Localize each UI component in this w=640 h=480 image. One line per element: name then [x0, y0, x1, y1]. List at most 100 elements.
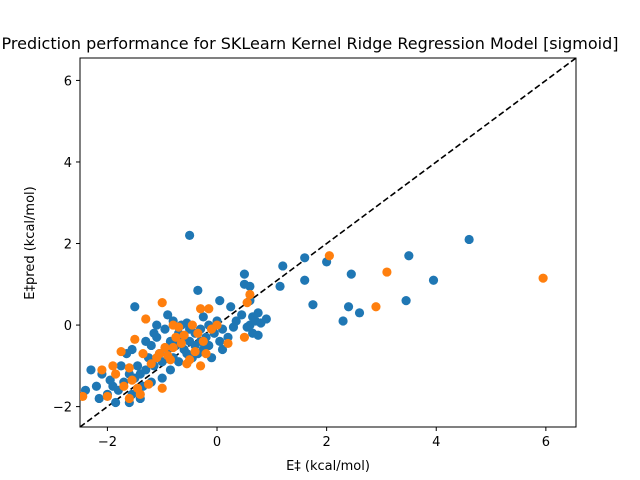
scatter-points — [80, 230, 548, 408]
data-point-series-2 — [193, 328, 203, 338]
data-point-series-2 — [160, 342, 170, 353]
data-point-series-1 — [116, 361, 126, 371]
data-point-series-1 — [253, 330, 263, 340]
data-point-series-1 — [237, 310, 247, 320]
data-point-series-2 — [138, 349, 148, 359]
data-point-series-2 — [108, 361, 118, 371]
data-point-series-2 — [171, 332, 181, 342]
data-point-series-1 — [163, 310, 173, 320]
data-point-series-2 — [182, 359, 192, 369]
x-tick-label: −2 — [98, 435, 117, 450]
data-point-series-1 — [111, 397, 121, 408]
chart-title: Prediction performance for SKLearn Kerne… — [2, 34, 619, 53]
data-point-series-1 — [231, 316, 241, 326]
data-point-series-1 — [94, 393, 104, 404]
data-point-series-1 — [198, 312, 208, 322]
data-point-series-2 — [242, 298, 252, 308]
data-point-series-1 — [226, 302, 236, 312]
data-point-series-1 — [300, 253, 310, 263]
data-point-series-2 — [80, 391, 88, 402]
data-point-series-1 — [86, 365, 96, 375]
data-point-series-1 — [338, 316, 348, 326]
x-tick-label: 0 — [213, 435, 221, 450]
data-point-series-1 — [278, 261, 288, 271]
x-tick-label: 2 — [322, 435, 330, 450]
data-point-series-2 — [97, 365, 107, 375]
data-point-series-1 — [141, 365, 151, 375]
data-point-series-1 — [193, 285, 203, 296]
y-axis-label: E‡pred (kcal/mol) — [23, 186, 38, 299]
data-point-series-1 — [132, 361, 143, 371]
data-point-series-1 — [253, 308, 263, 318]
data-point-series-2 — [102, 391, 113, 402]
data-point-series-1 — [130, 302, 140, 312]
data-point-series-2 — [371, 302, 381, 312]
data-point-series-2 — [179, 330, 189, 340]
y-tick-label: 4 — [64, 156, 72, 171]
data-point-series-2 — [154, 349, 165, 359]
data-point-series-1 — [215, 296, 225, 306]
data-point-series-2 — [538, 273, 548, 283]
x-tick-label: 6 — [542, 435, 550, 450]
data-point-series-1 — [157, 373, 167, 383]
data-point-series-2 — [198, 336, 208, 346]
data-point-series-2 — [195, 304, 206, 314]
data-point-series-2 — [168, 320, 178, 330]
y-tick-label: 0 — [64, 319, 72, 334]
data-point-series-1 — [141, 336, 151, 346]
data-point-series-2 — [195, 361, 206, 371]
x-tick-label: 4 — [432, 435, 440, 450]
data-point-series-2 — [187, 320, 197, 330]
data-point-series-1 — [127, 344, 137, 355]
x-axis-label: E‡ (kcal/mol) — [286, 459, 370, 474]
y-tick-label: 6 — [64, 74, 72, 89]
y-tick-label: 2 — [64, 238, 72, 253]
data-point-series-1 — [428, 275, 439, 285]
data-point-series-1 — [165, 365, 176, 375]
data-point-series-2 — [223, 338, 233, 349]
data-point-series-1 — [300, 275, 310, 285]
data-point-series-1 — [245, 281, 255, 291]
data-point-series-2 — [201, 349, 211, 359]
data-point-series-2 — [124, 393, 134, 404]
data-point-series-1 — [346, 269, 356, 279]
data-point-series-2 — [146, 359, 156, 369]
data-point-series-2 — [111, 369, 121, 379]
data-point-series-2 — [119, 381, 129, 391]
data-point-series-1 — [261, 314, 271, 324]
data-point-series-1 — [149, 328, 159, 338]
data-point-series-2 — [143, 379, 154, 389]
data-point-series-2 — [176, 338, 186, 349]
data-point-series-1 — [343, 302, 354, 312]
data-point-series-2 — [127, 375, 137, 385]
data-point-series-2 — [212, 320, 222, 330]
data-point-series-1 — [401, 296, 411, 306]
data-point-series-2 — [245, 289, 255, 300]
data-point-series-1 — [239, 269, 250, 279]
data-point-series-1 — [215, 336, 225, 346]
axis-ticks: −2 0 2 4 6 −2 0 2 4 6 — [53, 74, 550, 450]
data-point-series-2 — [165, 355, 176, 365]
data-point-series-1 — [354, 308, 365, 318]
data-point-series-2 — [124, 363, 134, 373]
data-point-series-2 — [324, 251, 334, 261]
data-point-series-2 — [190, 346, 200, 357]
data-point-series-2 — [239, 332, 250, 342]
data-point-series-2 — [141, 314, 151, 324]
data-point-series-1 — [174, 357, 184, 367]
data-point-series-2 — [130, 334, 140, 344]
data-point-series-1 — [105, 375, 115, 385]
data-point-series-2 — [116, 346, 126, 357]
data-point-series-1 — [91, 381, 102, 391]
data-point-series-2 — [135, 389, 145, 399]
data-point-series-2 — [204, 304, 214, 314]
data-point-series-1 — [152, 320, 162, 330]
data-point-series-1 — [464, 234, 474, 245]
data-point-series-1 — [275, 281, 285, 291]
data-point-series-2 — [382, 267, 392, 277]
data-point-series-1 — [217, 344, 228, 355]
y-tick-label: −2 — [53, 401, 72, 416]
data-point-series-1 — [308, 300, 318, 310]
data-point-series-2 — [157, 383, 167, 393]
